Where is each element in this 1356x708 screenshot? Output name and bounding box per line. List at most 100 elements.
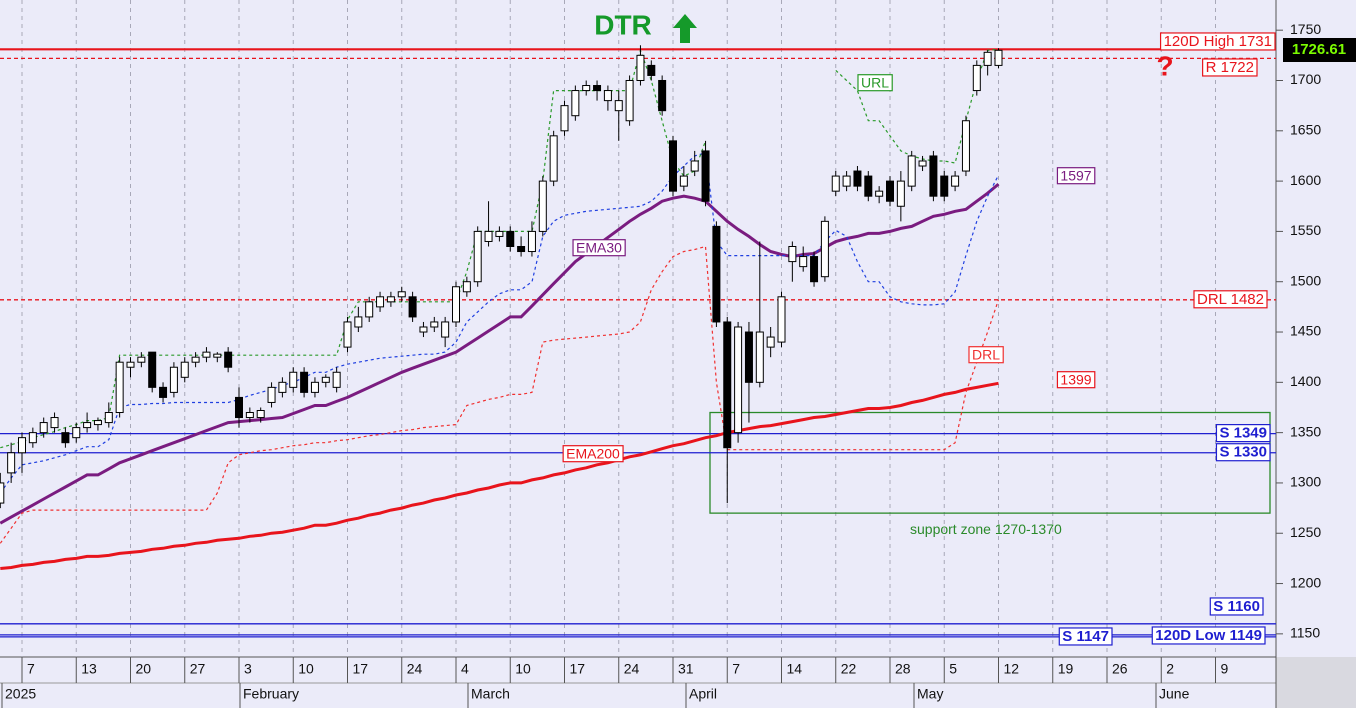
x-tick-label: 10 [298,661,314,677]
candle-body [408,296,417,318]
candle-body [419,326,428,333]
x-tick-label: 13 [81,661,97,677]
candle-body [669,140,677,192]
x-tick-label: 31 [678,661,694,677]
candle-body [777,296,786,343]
y-tick-label: 1750 [1290,21,1321,37]
level-label-box [1159,32,1276,51]
candle-body [549,135,558,182]
month-label: March [471,686,510,702]
y-tick-label: 1350 [1290,423,1321,439]
candle-body [343,321,352,348]
level-label-box [1058,627,1113,646]
series-line [0,381,999,570]
y-tick-label: 1450 [1290,323,1321,339]
y-tick-label: 1200 [1290,574,1321,590]
candle-body [169,366,178,393]
candle-body [332,371,341,388]
level-label-box [1193,290,1268,309]
series-label-box [968,346,1004,364]
annotation: DTR [594,9,652,40]
x-tick-label: 28 [895,661,911,677]
x-tick-label: 7 [732,661,740,677]
candle-body [7,452,16,474]
last-price-box [1283,38,1356,62]
candle-body [788,246,797,263]
level-label-box [1215,443,1271,462]
y-tick-label: 1250 [1290,524,1321,540]
candle-body [810,256,819,283]
candle-body [278,381,287,393]
candle-body [853,170,862,187]
y-tick-label: 1600 [1290,172,1321,188]
candle-body [495,230,504,237]
level-label: S 1147 [1062,628,1109,645]
candle-body [376,296,385,308]
level-label: 120D Low 1149 [1155,627,1262,644]
candle-body [701,150,710,202]
candle-body [83,422,92,429]
candle-body [625,79,634,122]
month-label: 2025 [5,686,36,702]
candle-body [310,381,319,393]
level-label: 120D High 1731 [1164,33,1272,50]
candle-body [766,336,775,348]
candle-body [115,361,124,414]
candle-body [582,85,591,92]
candle-body [365,301,374,318]
candle-body [61,432,70,444]
x-tick-label: 24 [624,661,640,677]
candle-body [690,160,699,172]
dtr-arrow [673,14,697,43]
candle-body [723,321,732,449]
candle-body [93,420,102,426]
y-tick-label: 1700 [1290,71,1321,87]
x-tick-label: 2 [1166,661,1174,677]
last-price: 1726.61 [1292,41,1346,58]
candle-body [245,412,254,419]
candle-body [256,409,265,419]
candle-body [430,321,439,328]
series-line [0,182,1000,525]
x-tick-label: 9 [1221,661,1229,677]
level-label-box [1202,58,1258,77]
series-line [0,245,1000,544]
x-tick-label: 19 [1058,661,1074,677]
candle-body [875,190,884,197]
candle-body [354,316,363,328]
y-tick-label: 1500 [1290,272,1321,288]
candle-body [506,230,515,248]
candle-body [940,175,949,197]
candle-body [473,230,482,283]
candle-body [886,180,894,202]
month-label: February [243,686,299,702]
level-label-box [1209,597,1264,616]
series-end-label-box [1056,371,1096,389]
level-label-box [1151,626,1266,645]
month-label: April [689,686,717,702]
x-tick-label: 17 [570,661,586,677]
x-tick-label: 14 [787,661,803,677]
candle-body [972,64,981,92]
candle-body [72,427,81,439]
candle-body [0,482,5,504]
candle-body [961,120,970,172]
candle-body [484,230,493,242]
candle-body [452,286,460,323]
candle-body [18,437,26,454]
candle-body [224,351,233,368]
support-zone [709,411,1271,514]
x-tick-label: 20 [136,661,152,677]
candle-body [907,155,916,187]
series-end-label: 1597 [1060,168,1091,184]
series-label: URL [861,75,889,91]
series-end-label: 1399 [1060,372,1091,388]
y-tick-label: 1650 [1290,121,1321,137]
candle-body [191,356,200,363]
level-label: S 1160 [1213,598,1260,615]
candle-body [104,412,113,424]
candle-body [864,175,873,197]
candle-body [647,64,656,76]
